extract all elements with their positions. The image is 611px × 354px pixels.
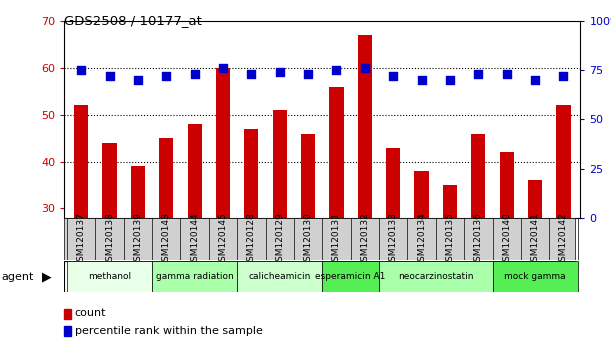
Text: GSM120142: GSM120142 [559,212,568,267]
Bar [131,166,145,218]
Text: GSM120140: GSM120140 [502,212,511,267]
Bar [528,180,542,218]
Text: GSM120139: GSM120139 [133,212,142,267]
Bar [492,261,577,292]
Text: GSM120128: GSM120128 [247,212,256,267]
Bar [471,133,485,218]
Text: GSM120134: GSM120134 [417,212,426,267]
Bar [159,138,174,218]
Bar [216,68,230,218]
Bar [74,105,88,218]
Text: mock gamma: mock gamma [504,272,566,281]
Bar [244,129,258,218]
Text: GDS2508 / 10177_at: GDS2508 / 10177_at [64,14,202,27]
Point [445,77,455,83]
Text: GSM120138: GSM120138 [105,212,114,267]
Text: methanol: methanol [88,272,131,281]
Point [275,69,285,75]
Bar [301,133,315,218]
Point [161,73,171,79]
Point [76,68,86,73]
Text: GSM120129: GSM120129 [275,212,284,267]
Text: esperamicin A1: esperamicin A1 [315,272,386,281]
Text: percentile rank within the sample: percentile rank within the sample [75,326,262,336]
Bar [557,105,571,218]
Text: GSM120133: GSM120133 [389,212,398,267]
Point [104,73,114,79]
Bar [500,152,514,218]
Point [474,72,483,77]
Bar [188,124,202,218]
Text: gamma radiation: gamma radiation [156,272,233,281]
Point [246,72,256,77]
Text: ▶: ▶ [42,270,51,283]
Bar [67,261,152,292]
Text: GSM120136: GSM120136 [474,212,483,267]
Bar [273,110,287,218]
Bar [152,261,237,292]
Point [417,77,426,83]
Text: GSM120135: GSM120135 [445,212,455,267]
Point [502,72,511,77]
Text: GSM120143: GSM120143 [162,212,171,267]
Point [133,77,143,83]
Text: GSM120144: GSM120144 [190,212,199,267]
Bar [379,261,492,292]
Point [389,73,398,79]
Bar [414,171,429,218]
Text: GSM120131: GSM120131 [332,212,341,267]
Text: calicheamicin: calicheamicin [249,272,311,281]
Bar [323,261,379,292]
Text: agent: agent [1,272,34,282]
Text: GSM120137: GSM120137 [76,212,86,267]
Point [530,77,540,83]
Text: GSM120141: GSM120141 [530,212,540,267]
Bar [358,35,372,218]
Point [558,73,568,79]
Bar [329,87,343,218]
Bar [237,261,323,292]
Bar [103,143,117,218]
Point [190,72,200,77]
Text: neocarzinostatin: neocarzinostatin [398,272,474,281]
Text: count: count [75,308,106,318]
Bar [443,185,457,218]
Text: GSM120132: GSM120132 [360,212,370,267]
Bar [386,148,400,218]
Text: GSM120130: GSM120130 [304,212,313,267]
Point [332,68,342,73]
Point [218,65,228,71]
Text: GSM120145: GSM120145 [219,212,227,267]
Point [360,65,370,71]
Point [303,72,313,77]
